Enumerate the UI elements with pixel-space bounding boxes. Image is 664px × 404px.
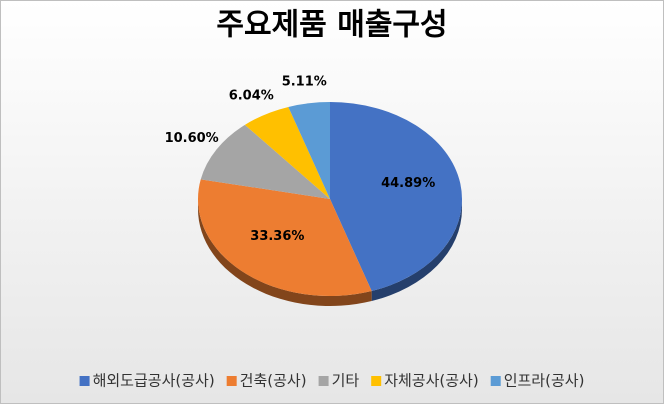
slice-side [371, 199, 462, 302]
slice [330, 102, 463, 292]
data-label: 6.04% [229, 88, 274, 103]
slice-side [198, 199, 372, 306]
legend-swatch [371, 376, 382, 386]
data-label: 33.36% [250, 229, 304, 244]
data-label: 10.60% [165, 131, 219, 146]
legend-swatch [490, 376, 501, 386]
slice [244, 106, 330, 199]
data-label: 44.89% [381, 176, 435, 191]
chart-title: 주요제품 매출구성 [216, 8, 447, 43]
slice [200, 124, 330, 199]
legend-label: 자체공사(공사) [384, 372, 479, 390]
legend: 해외도급공사(공사) 건축(공사) 기타 자체공사(공사) 인프라(공사) [79, 372, 585, 390]
slice [197, 179, 372, 297]
legend-label: 기타 [332, 372, 360, 390]
legend-swatch [226, 376, 237, 386]
data-label: 5.11% [282, 75, 327, 90]
legend-label: 해외도급공사(공사) [93, 372, 215, 390]
legend-label: 건축(공사) [240, 372, 307, 390]
legend-swatch [318, 376, 329, 386]
legend-swatch [79, 376, 90, 386]
slice [288, 102, 330, 199]
legend-label: 인프라(공사) [504, 372, 585, 390]
